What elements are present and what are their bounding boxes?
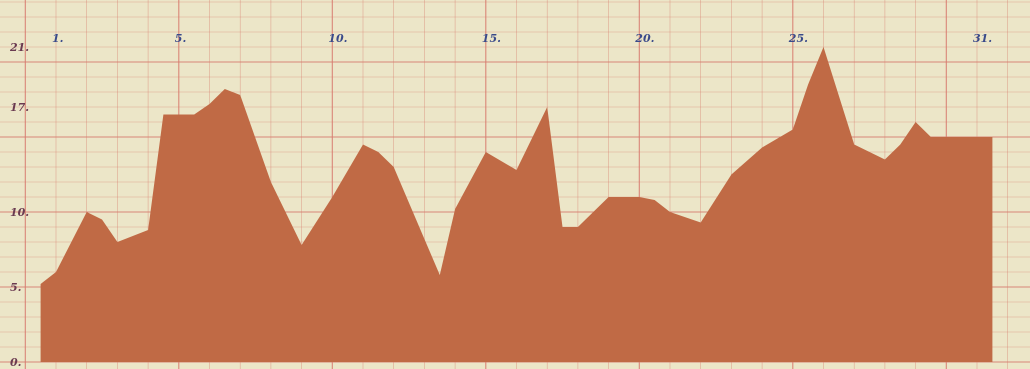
- x-tick-label: 20.: [634, 32, 654, 45]
- y-tick-label: 21.: [9, 41, 29, 54]
- data-area: [40, 47, 993, 362]
- x-tick-label: 10.: [328, 32, 347, 45]
- y-tick-label: 17.: [10, 101, 29, 114]
- y-tick-label: 10.: [10, 206, 29, 219]
- x-tick-labels: 1. 5. 10. 15. 20. 25. 31.: [52, 32, 992, 45]
- y-tick-label: 5.: [10, 281, 22, 294]
- y-tick-label: 0.: [10, 356, 22, 369]
- x-tick-label: 31.: [973, 32, 992, 45]
- x-tick-label: 1.: [52, 32, 64, 45]
- x-tick-label: 5.: [175, 32, 187, 45]
- y-tick-labels: 0. 5. 10. 17. 21.: [9, 41, 29, 369]
- x-tick-label: 25.: [788, 32, 808, 45]
- x-tick-label: 15.: [482, 32, 501, 45]
